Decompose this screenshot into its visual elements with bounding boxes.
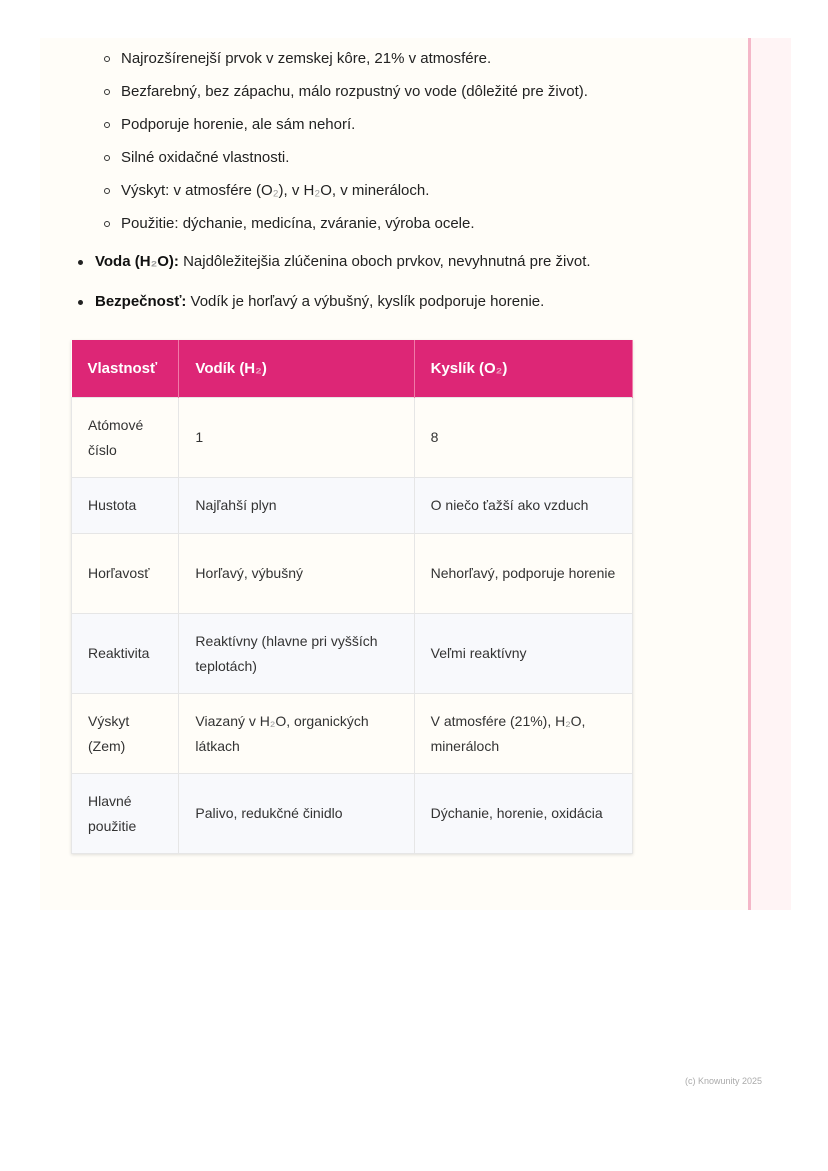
text-segment: Nehorľavý, podporuje horenie <box>430 565 616 581</box>
list-item: Voda (H₂O): Najdôležitejšia zlúčenina ob… <box>78 248 591 276</box>
side-margin <box>751 38 791 910</box>
table-cell: 1 <box>178 397 415 478</box>
text-segment: ) <box>502 360 508 377</box>
table-row: Hustota Najľahší plyn O niečo ťažší ako vz… <box>70 477 634 534</box>
item-label: Bezpečnosť: <box>95 293 186 310</box>
table-cell: Atómové číslo <box>70 397 180 478</box>
table-cell: Viazaný v H₂O, organických látkach <box>178 693 415 774</box>
column-header: Kyslík (O₂) <box>414 340 634 398</box>
text-segment: Výskyt (Zem) <box>88 712 130 754</box>
text-segment: Voda (H <box>95 253 151 270</box>
table-cell: 8 <box>413 397 634 478</box>
text-segment: Kyslík (O <box>430 360 496 377</box>
subscript-2: ₂ <box>150 253 158 270</box>
text-segment: V atmosfére (21%), H <box>430 712 566 729</box>
list-item: Najrozšírenejší prvok v zemskej kôre, 21… <box>104 42 588 75</box>
subscript-2: ₂ <box>272 182 279 199</box>
text-segment: O): <box>157 253 179 270</box>
table-cell: Veľmi reaktívny <box>413 613 634 694</box>
text-segment: Hustota <box>88 497 137 513</box>
table-row: Horľavosť Horľavý, výbušný Nehorľavý, podp… <box>70 533 634 614</box>
table-cell: Nehorľavý, podporuje horenie <box>413 533 634 614</box>
main-bullet-list: Voda (H₂O): Najdôležitejšia zlúčenina ob… <box>78 248 591 328</box>
table-cell: Dýchanie, horenie, oxidácia <box>413 773 634 854</box>
text-segment: Hlavné použitie <box>88 792 137 834</box>
table-cell: Horľavosť <box>70 533 180 614</box>
text-segment: Reaktívny (hlavne pri vyšších teplotách) <box>195 632 378 674</box>
text-segment: Horľavý, výbušný <box>195 565 303 581</box>
text-segment: Reaktivita <box>88 645 150 661</box>
subscript-2: ₂ <box>565 712 571 729</box>
table-cell: Výskyt (Zem) <box>70 693 180 774</box>
text-segment: Veľmi reaktívny <box>430 645 527 661</box>
subscript-2: ₂ <box>495 360 503 377</box>
table-cell: Reaktívny (hlavne pri vyšších teplotách) <box>178 613 415 694</box>
list-item: Bezfarebný, bez zápachu, málo rozpustný … <box>104 75 588 108</box>
list-item: Výskyt: v atmosfére (O₂), v H₂O, v miner… <box>104 174 588 207</box>
subscript-2: ₂ <box>255 360 262 377</box>
text-segment: Atómové číslo <box>88 416 144 458</box>
table-cell: V atmosfére (21%), H₂O, mineráloch <box>413 693 634 774</box>
table-cell: Reaktivita <box>70 613 180 694</box>
comparison-table: Vlastnosť Vodík (H₂) Kyslík (O₂) Atómové č… <box>70 340 634 854</box>
item-label: Voda (H₂O): <box>95 253 179 270</box>
list-item: Podporuje horenie, ale sám nehorí. <box>104 108 588 141</box>
table-cell: Horľavý, výbušný <box>178 533 415 614</box>
text-segment: Vodík (H <box>195 360 256 377</box>
text-segment: ), v H <box>278 182 315 199</box>
text-segment: O, v mineráloch. <box>320 182 430 199</box>
copyright-footer: (c) Knowunity 2025 <box>685 1076 763 1086</box>
subscript-2: ₂ <box>269 712 276 729</box>
text-segment: O, organických látkach <box>195 712 369 754</box>
text-segment: Horľavosť <box>88 565 150 581</box>
table-cell: Hustota <box>70 477 180 534</box>
text-segment: O, mineráloch <box>430 712 586 754</box>
subscript-2: ₂ <box>314 182 321 199</box>
table-cell: Palivo, redukčné činidlo <box>178 773 415 854</box>
text-segment: ) <box>261 360 267 377</box>
text-segment: Podporuje horenie, ale sám nehorí. <box>121 116 356 133</box>
table-cell: Najľahší plyn <box>178 477 415 534</box>
table-row: Reaktivita Reaktívny (hlavne pri vyšších … <box>70 613 634 694</box>
text-segment: O niečo ťažší ako vzduch <box>430 497 589 513</box>
text-segment: Bezpečnosť: <box>95 293 187 310</box>
table-row: Výskyt (Zem) Viazaný v H₂O, organických l… <box>70 693 634 774</box>
text-segment: 1 <box>195 429 204 445</box>
list-item: Silné oxidačné vlastnosti. <box>104 141 588 174</box>
item-text: Vodík je horľavý a výbušný, kyslík podpo… <box>186 293 545 310</box>
text-segment: 8 <box>430 429 439 445</box>
text-segment: Výskyt: v atmosfére (O <box>121 182 273 199</box>
list-item: Bezpečnosť: Vodík je horľavý a výbušný, … <box>78 288 591 316</box>
text-segment: Vlastnosť <box>87 360 158 377</box>
oxygen-properties-list: Najrozšírenejší prvok v zemskej kôre, 21… <box>104 42 588 240</box>
table-row: Atómové číslo 1 8 <box>70 397 634 478</box>
text-segment: Silné oxidačné vlastnosti. <box>121 149 290 166</box>
list-item: Použitie: dýchanie, medicína, zváranie, … <box>104 207 588 240</box>
table-row: Hlavné použitie Palivo, redukčné činidlo D… <box>70 773 634 854</box>
text-segment: Bezfarebný, bez zápachu, málo rozpustný … <box>121 83 588 100</box>
side-accent-bar <box>748 38 751 910</box>
column-header: Vodík (H₂) <box>178 340 415 398</box>
text-segment: Viazaný v H <box>195 712 270 729</box>
item-text: Najdôležitejšia zlúčenina oboch prvkov, … <box>178 253 591 270</box>
text-segment: Použitie: dýchanie, medicína, zváranie, … <box>121 215 475 232</box>
text-segment: Dýchanie, horenie, oxidácia <box>430 805 603 821</box>
text-segment: Palivo, redukčné činidlo <box>195 805 343 821</box>
column-header: Vlastnosť <box>71 340 180 398</box>
table-cell: Hlavné použitie <box>70 773 180 854</box>
text-segment: Najrozšírenejší prvok v zemskej kôre, 21… <box>121 50 492 67</box>
text-segment: Najľahší plyn <box>195 497 277 513</box>
table-cell: O niečo ťažší ako vzduch <box>413 477 634 534</box>
